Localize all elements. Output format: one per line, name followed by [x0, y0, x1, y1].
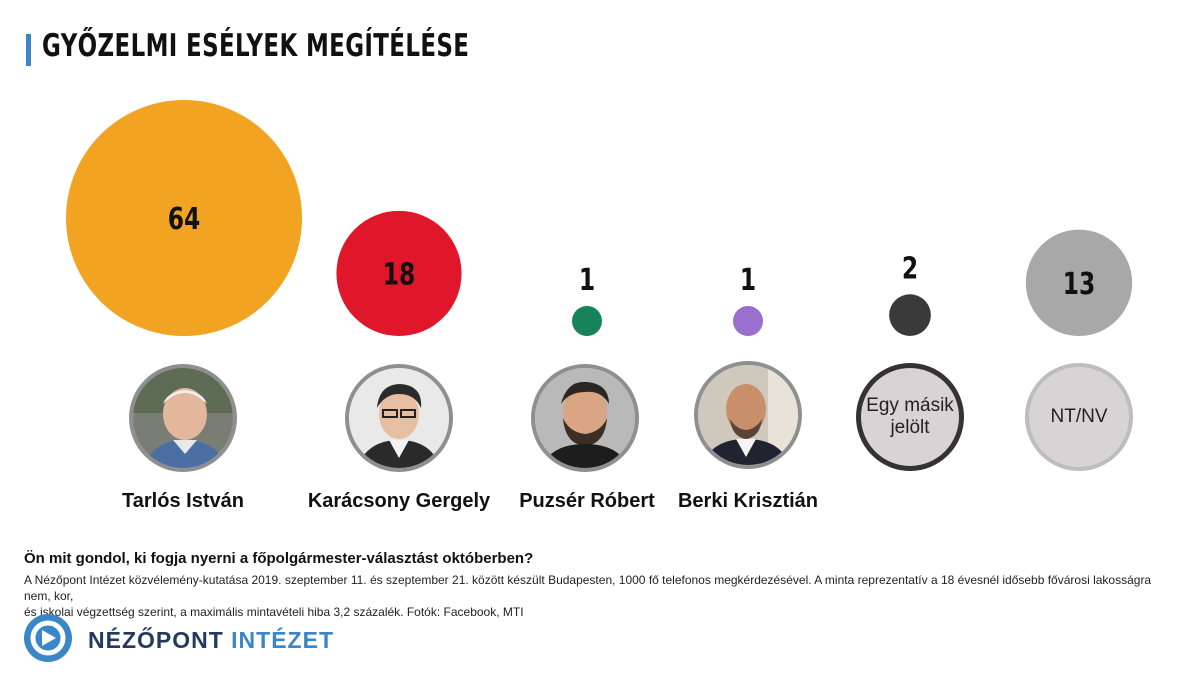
- value-label-1: 18: [383, 258, 416, 293]
- logo-wordmark: NÉZŐPONT INTÉZET: [88, 627, 334, 654]
- bubble-chart: 64 18 1 1 2 13: [66, 100, 1133, 336]
- avatar-tarlos: [129, 364, 237, 472]
- avatar-puzser: [531, 364, 639, 472]
- value-label-2: 1: [579, 263, 595, 298]
- name-tarlos: Tarlós István: [122, 490, 244, 512]
- logo-text-part2: INTÉZET: [231, 627, 335, 653]
- name-puzser: Puzsér Róbert: [519, 490, 655, 512]
- avatar-ntnv: NT/NV: [1025, 363, 1133, 471]
- methodology-note-line-2: és iskolai végzettség szerint, a maximál…: [24, 605, 524, 619]
- avatar-karacsony: [345, 364, 453, 472]
- bubble-0: [66, 100, 302, 336]
- name-karacsony: Karácsony Gergely: [307, 490, 491, 512]
- bubble-2: [572, 306, 602, 336]
- avatar-other-text-1: Egy másik: [866, 395, 954, 416]
- bubble-4: [889, 294, 931, 336]
- logo-text-part1: NÉZŐPONT: [88, 627, 224, 653]
- avatar-other-text-2: jelölt: [890, 417, 930, 438]
- survey-question: Ön mit gondol, ki fogja nyerni a főpolgá…: [24, 550, 534, 567]
- name-berki: Berki Krisztián: [677, 490, 819, 512]
- value-label-0: 64: [168, 202, 201, 237]
- bubble-1: [336, 210, 462, 336]
- nezopont-logo-icon: [24, 614, 72, 662]
- methodology-note: A Nézőpont Intézet közvélemény-kutatása …: [24, 572, 1174, 620]
- methodology-note-line-1: A Nézőpont Intézet közvélemény-kutatása …: [24, 573, 1152, 603]
- value-label-5: 13: [1063, 267, 1096, 302]
- value-label-4: 2: [902, 252, 918, 287]
- title-accent-bar: [26, 34, 31, 66]
- avatar-other-candidate: Egy másik jelölt: [856, 363, 964, 471]
- bubble-3: [733, 306, 763, 336]
- avatar-berki: [694, 361, 802, 469]
- bubble-5: [1025, 229, 1133, 336]
- value-label-3: 1: [740, 263, 756, 298]
- avatar-ntnv-text: NT/NV: [1050, 406, 1108, 427]
- chart-title: GYŐZELMI ESÉLYEK MEGÍTÉLÉSE: [42, 28, 470, 64]
